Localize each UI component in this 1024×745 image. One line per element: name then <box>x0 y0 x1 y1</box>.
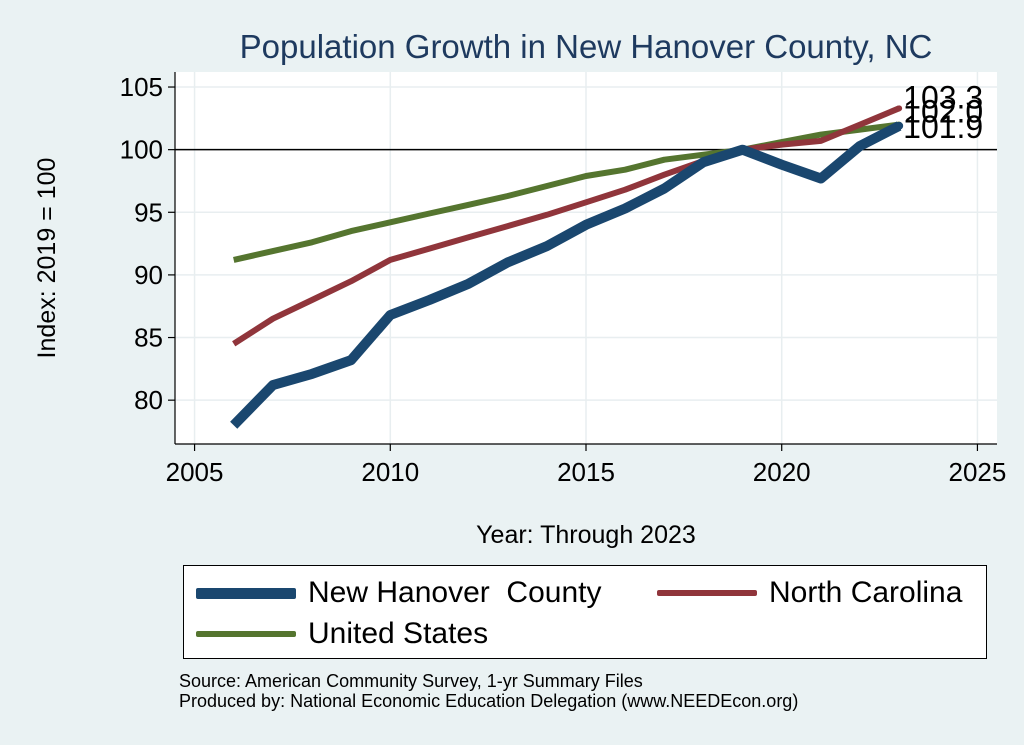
x-axis-label: Year: Through 2023 <box>476 521 696 549</box>
chart-title: Population Growth in New Hanover County,… <box>240 28 933 65</box>
legend: New Hanover County North Carolina United… <box>183 565 987 659</box>
x-tick-label: 2025 <box>949 457 1007 487</box>
x-tick-label: 2015 <box>557 457 615 487</box>
produced-by-line: Produced by: National Economic Education… <box>179 691 799 711</box>
series-line-united-states <box>233 121 900 263</box>
series-end-point-north-carolina <box>896 105 903 112</box>
legend-swatch-new-hanover <box>196 587 296 599</box>
grid <box>175 72 997 444</box>
end-label-united-states: 102.0 <box>903 94 983 130</box>
y-tick-label: 100 <box>120 135 163 165</box>
y-tick-label: 95 <box>134 197 163 227</box>
legend-label-new-hanover: New Hanover County <box>308 576 602 609</box>
source-note: Source: American Community Survey, 1-yr … <box>179 671 798 711</box>
series-end-point-new-hanover <box>895 121 904 130</box>
legend-item-north-carolina: North Carolina <box>657 576 962 610</box>
y-axis-label: Index: 2019 = 100 <box>33 158 61 359</box>
legend-item-united-states: United States <box>196 617 488 651</box>
end-label-new-hanover: 101.9 <box>903 109 983 145</box>
ticks: 80 85 90 95 100 105 2005 2010 2015 2020 2025 <box>120 72 1007 487</box>
source-line: Source: American Community Survey, 1-yr … <box>179 671 643 691</box>
y-tick-label: 85 <box>134 323 163 353</box>
series-line-new-hanover <box>230 121 902 429</box>
legend-swatch-united-states <box>196 631 296 637</box>
legend-label-north-carolina: North Carolina <box>769 576 963 609</box>
x-tick-label: 2010 <box>361 457 419 487</box>
series-line-north-carolina <box>232 105 901 347</box>
legend-swatch-north-carolina <box>657 590 757 596</box>
x-tick-label: 2020 <box>753 457 811 487</box>
series-group <box>230 105 904 429</box>
y-tick-label: 80 <box>134 385 163 415</box>
y-tick-label: 90 <box>134 260 163 290</box>
legend-label-united-states: United States <box>308 617 489 650</box>
x-tick-label: 2005 <box>166 457 224 487</box>
end-label-north-carolina: 103.3 <box>903 79 983 115</box>
y-tick-label: 105 <box>120 72 163 102</box>
legend-item-new-hanover: New Hanover County <box>196 576 601 610</box>
